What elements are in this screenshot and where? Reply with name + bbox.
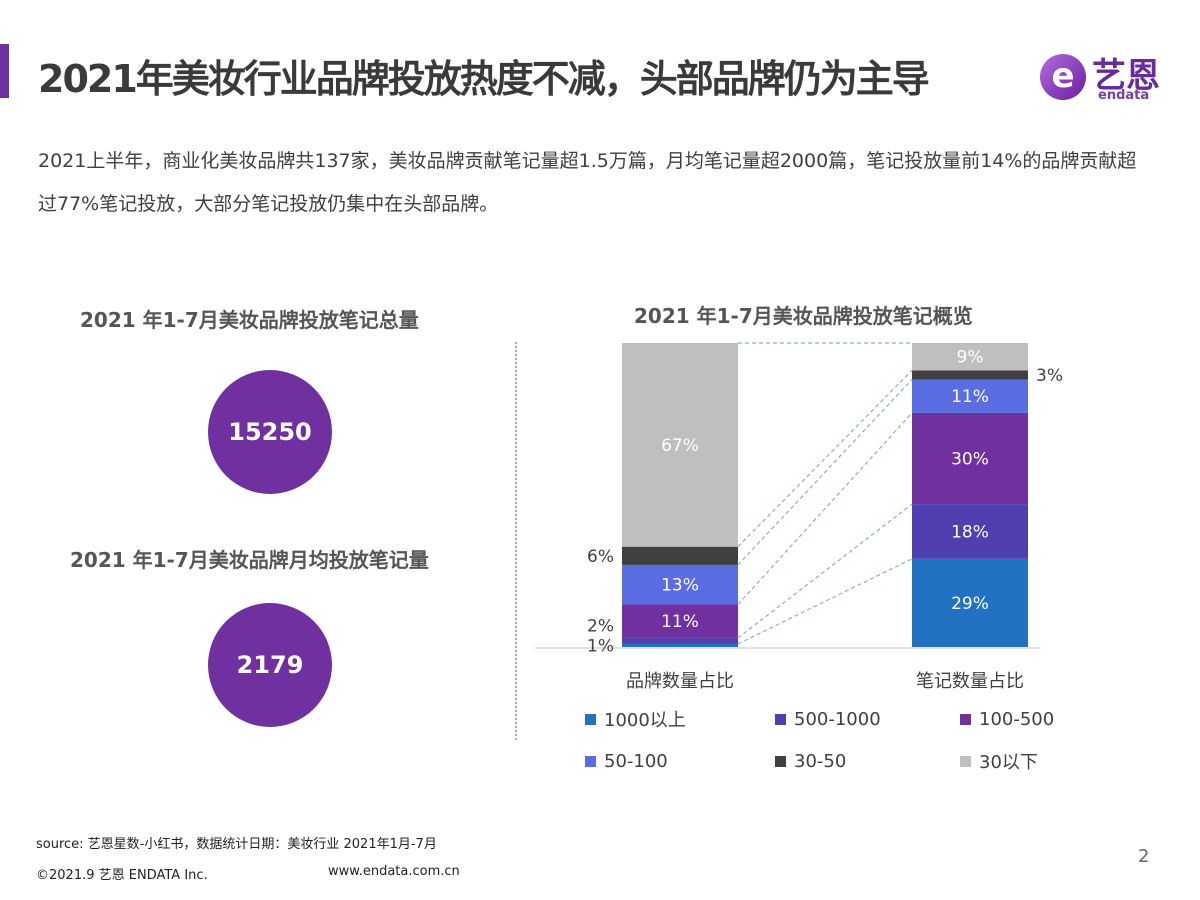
panel-divider xyxy=(515,342,517,740)
bar-segment xyxy=(622,564,738,605)
legend-swatch xyxy=(775,713,786,725)
data-label: 11% xyxy=(661,612,699,632)
data-label: 1% xyxy=(587,636,614,656)
legend-swatch xyxy=(585,755,596,767)
data-label: 9% xyxy=(957,348,984,368)
legend-item: 500-1000 xyxy=(775,706,960,732)
total-notes-circle: 15250 xyxy=(208,370,332,494)
legend-item: 30以下 xyxy=(960,748,1110,774)
legend-swatch xyxy=(585,713,596,725)
bar-segment xyxy=(622,643,738,647)
legend-label: 1000以上 xyxy=(604,710,686,731)
page-title: 2021年美妆行业品牌投放热度不减，头部品牌仍为主导 xyxy=(38,57,930,101)
legend-label: 30-50 xyxy=(794,750,847,772)
bar-segment xyxy=(622,604,738,638)
chart-legend: 1000以上 500-1000 100-500 50-100 30-50 30以… xyxy=(585,706,1105,774)
data-label: 11% xyxy=(951,387,989,407)
data-label: 13% xyxy=(661,576,699,596)
title-accent-bar xyxy=(0,44,9,98)
endata-logo: e 艺恩 endata xyxy=(1040,48,1180,108)
data-label: 67% xyxy=(661,436,699,456)
source-note: source: 艺恩星数-小红书，数据统计日期：美妆行业 2021年1月-7月 xyxy=(36,837,437,852)
bar-segment xyxy=(622,546,738,565)
bar-segment xyxy=(622,637,738,644)
legend-swatch xyxy=(960,755,971,767)
bar-segment xyxy=(912,412,1028,505)
data-label: 29% xyxy=(951,594,989,614)
monthly-notes-circle: 2179 xyxy=(208,603,332,727)
page-number: 2 xyxy=(1138,846,1150,867)
bar-segment xyxy=(912,504,1028,559)
bar-segment xyxy=(912,343,1028,371)
copyright: ©2021.9 艺恩 ENDATA Inc. xyxy=(36,868,208,883)
category-label: 笔记数量占比 xyxy=(916,671,1024,692)
legend-item: 50-100 xyxy=(585,748,775,774)
data-label: 30% xyxy=(951,450,989,470)
legend-label: 30以下 xyxy=(979,752,1038,773)
connector-line xyxy=(737,503,913,639)
connector-line xyxy=(737,558,913,645)
logo-en: endata xyxy=(1098,88,1150,103)
connector-line xyxy=(737,379,913,566)
chart-title: 2021 年1-7月美妆品牌投放笔记概览 xyxy=(634,304,973,328)
data-label: 18% xyxy=(951,522,989,542)
bar-segment xyxy=(912,379,1028,413)
data-label: 3% xyxy=(1036,366,1063,386)
monthly-notes-title: 2021 年1-7月美妆品牌月均投放笔记量 xyxy=(70,548,429,572)
legend-label: 50-100 xyxy=(604,750,668,772)
data-label: 6% xyxy=(587,547,614,567)
logo-cn: 艺恩 xyxy=(1092,56,1160,96)
legend-item: 1000以上 xyxy=(585,706,775,732)
legend-item: 30-50 xyxy=(775,748,960,774)
connector-line xyxy=(737,369,913,548)
category-label: 品牌数量占比 xyxy=(626,671,734,692)
legend-swatch xyxy=(960,713,971,725)
description: 2021上半年，商业化美妆品牌共137家，美妆品牌贡献笔记量超1.5万篇，月均笔… xyxy=(38,150,1137,215)
data-label: 2% xyxy=(587,616,614,636)
legend-swatch xyxy=(775,755,786,767)
logo-mark-icon: e xyxy=(1040,54,1086,100)
legend-label: 500-1000 xyxy=(794,708,881,730)
bar-segment xyxy=(912,558,1028,647)
total-notes-title: 2021 年1-7月美妆品牌投放笔记总量 xyxy=(80,308,419,332)
website-link[interactable]: www.endata.com.cn xyxy=(328,864,460,879)
legend-item: 100-500 xyxy=(960,706,1110,732)
bar-segment xyxy=(622,343,738,547)
legend-label: 100-500 xyxy=(979,708,1055,730)
connector-line xyxy=(737,412,913,605)
bar-segment xyxy=(912,370,1028,380)
